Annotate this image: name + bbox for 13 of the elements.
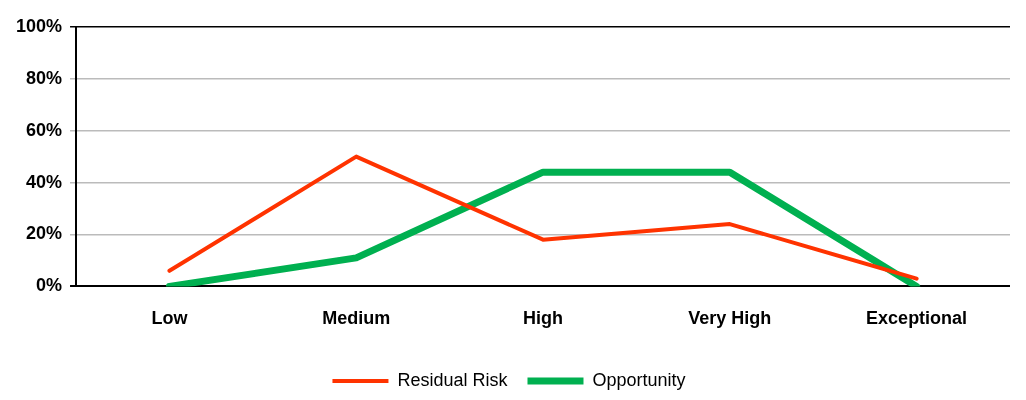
x-tick-label: Medium	[322, 308, 391, 329]
y-tick-label: 40%	[26, 171, 63, 192]
x-tick-label: Low	[151, 308, 189, 329]
x-tick-label: Exceptional	[866, 308, 968, 329]
legend-label: Opportunity	[592, 369, 686, 390]
y-tick-label: 80%	[26, 67, 63, 88]
x-tick-label: Very High	[688, 308, 772, 329]
legend-label: Residual Risk	[397, 369, 509, 390]
y-tick-label: 20%	[26, 223, 63, 244]
y-tick-label: 100%	[15, 15, 63, 36]
y-tick-label: 60%	[26, 119, 63, 140]
x-tick-label: High	[523, 308, 564, 329]
y-tick-label: 0%	[36, 275, 63, 296]
